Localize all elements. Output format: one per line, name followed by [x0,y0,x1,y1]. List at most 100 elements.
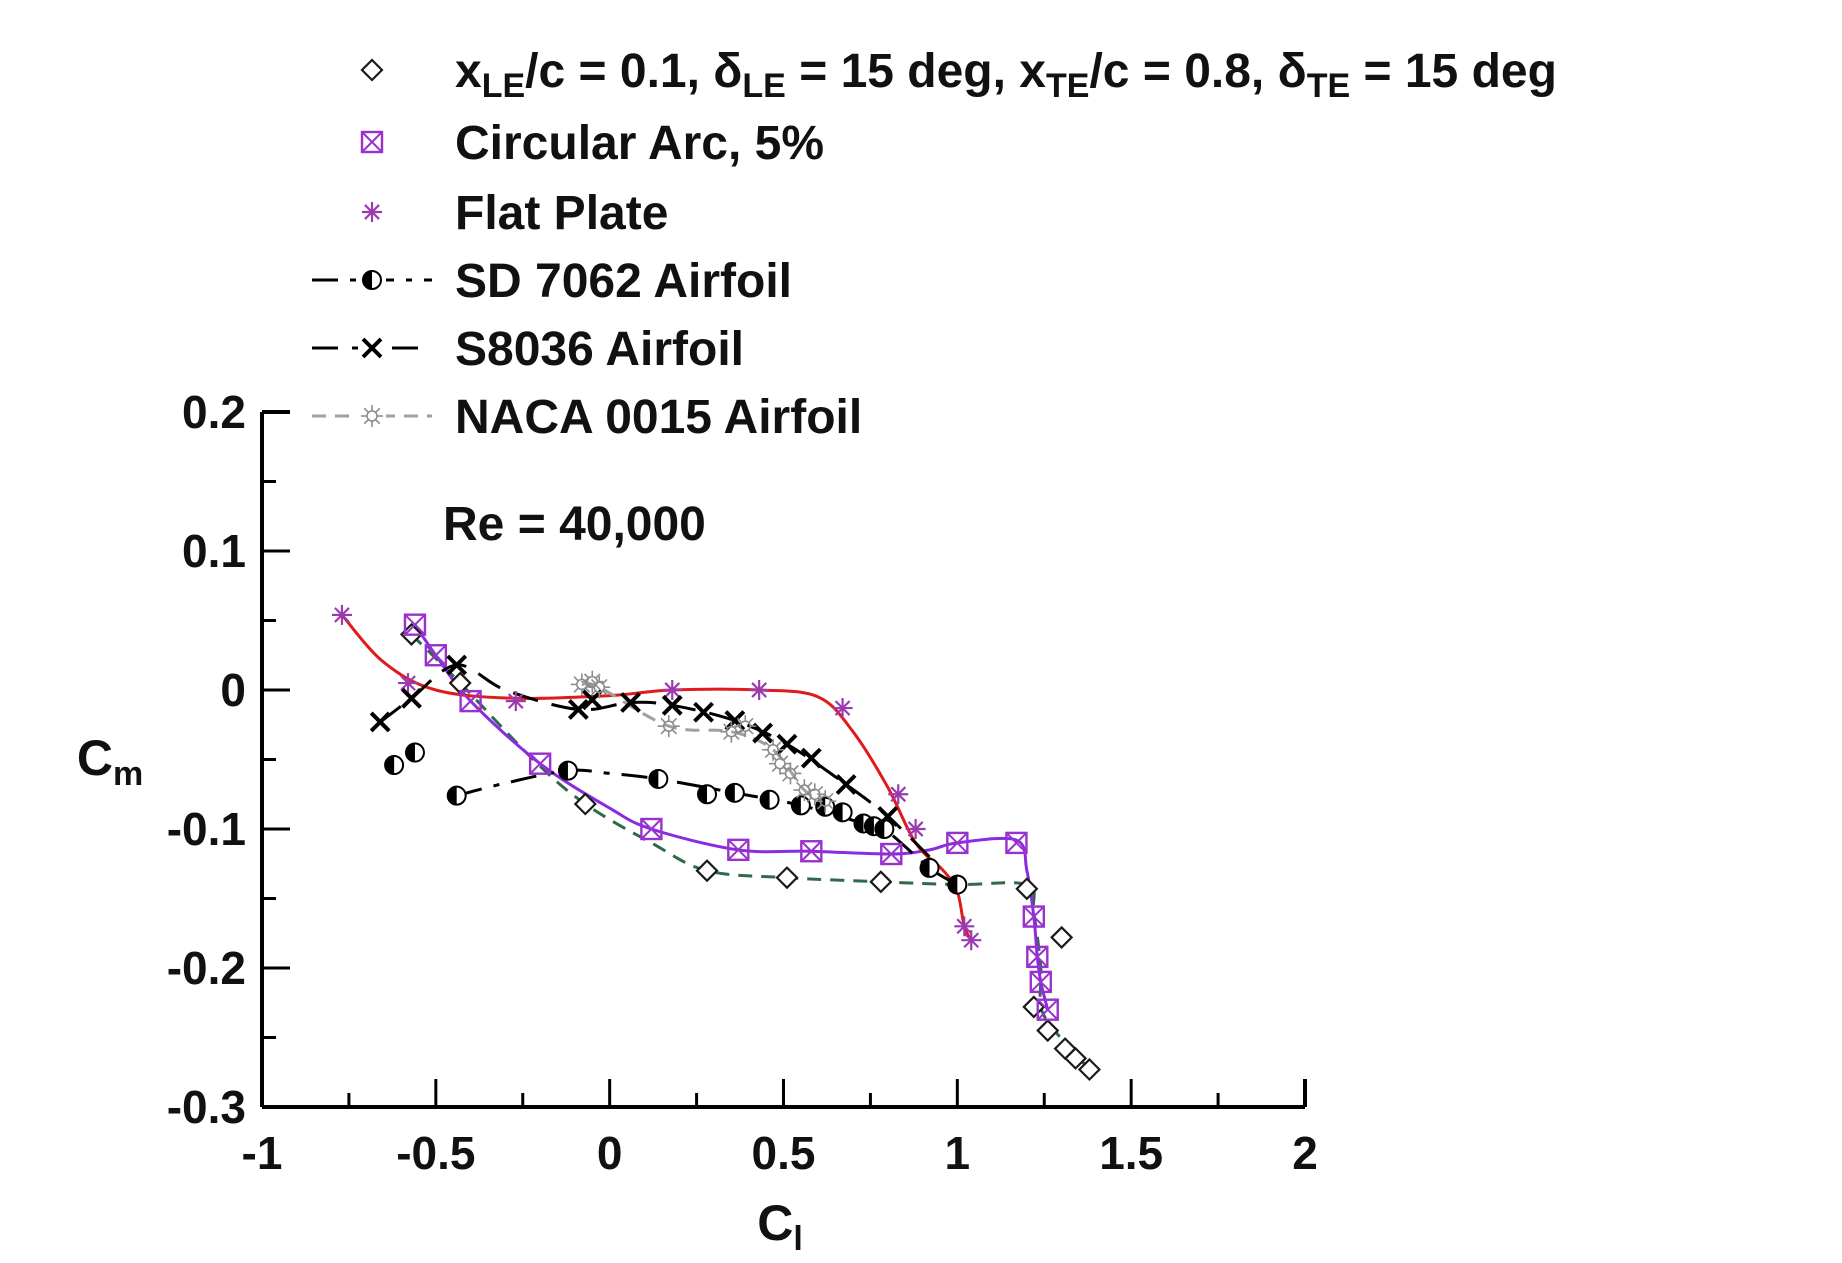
series-5-point-5 [734,715,757,738]
series-2-point-1 [398,673,419,694]
series-1-point-10 [1022,905,1046,928]
series-1-point-11 [1026,945,1049,969]
legend-label-5: NACA 0015 Airfoil [455,391,862,444]
legend: xLE/c = 0.1, δLE = 15 deg, xTE/c = 0.8, … [312,45,1557,444]
series-1-markers [403,613,1059,1021]
series-4-point-2 [446,654,468,676]
legend-entry-3: SD 7062 Airfoil [312,255,792,308]
legend-entry-4: S8036 Airfoil [312,323,744,376]
series-5-markers [570,670,837,813]
x-tick-label-4: 1 [945,1127,971,1179]
series-5-point-8 [779,762,802,785]
legend-entry-0: xLE/c = 0.1, δLE = 15 deg, xTE/c = 0.8, … [360,45,1557,105]
legend-label-3: SD 7062 Airfoil [455,255,792,308]
series-0-point-6 [1015,877,1039,901]
series-3-point-1 [404,742,425,763]
y-tick-label-2: -0.1 [167,803,246,855]
series-1-point-13 [1036,998,1059,1021]
series-4-point-9 [752,722,774,744]
series-0-point-4 [775,866,799,890]
series-1-point-8 [946,831,969,855]
series-5-point-7 [769,752,792,775]
series-3-point-2 [446,785,467,806]
legend-marker-4 [361,337,383,359]
legend-label-0: xLE/c = 0.1, δLE = 15 deg, xTE/c = 0.8, … [455,45,1557,105]
series-5-point-2 [588,676,611,699]
series-0-point-3 [695,859,719,883]
series-0-markers [399,622,1102,1082]
series-4-point-7 [693,701,714,723]
series-1-point-2 [459,689,482,713]
series-5-point-6 [762,738,785,761]
series-2-point-9 [954,916,975,937]
series-4-point-12 [835,774,857,795]
series-1-point-5 [727,838,750,862]
series-3-point-3 [557,760,578,781]
series-4-point-1 [401,687,422,709]
series-4-point-3 [567,699,589,720]
series-0-point-5 [869,870,893,894]
series-1-point-7 [880,842,903,866]
series-3-point-4 [648,768,669,789]
x-tick-label-0: -1 [242,1127,283,1179]
legend-marker-1 [360,130,384,154]
series-4-point-5 [620,692,641,713]
series-2-point-5 [832,698,853,719]
series-3-point-15 [947,874,968,895]
series-5-point-11 [814,790,837,813]
series-2-point-7 [905,819,926,839]
series-4-point-6 [661,694,683,716]
series-3-point-6 [724,782,745,803]
axes: -1 -0.5 0 0.5 1 1.5 2 -0.3 -0.2 -0.1 0 0.1 0.2 Cl Cm [77,386,1318,1258]
series-1-point-3 [528,752,552,775]
y-tick-label-5: 0.2 [182,386,246,438]
legend-marker-2 [362,202,382,222]
series-0-point-11 [1063,1046,1088,1070]
series-1-point-6 [800,840,823,863]
x-tick-label-5: 1.5 [1099,1127,1163,1179]
x-tick-label-1: -0.5 [396,1127,475,1179]
series-1-point-12 [1029,970,1052,994]
series-1-point-9 [1005,831,1028,855]
series-1-point-0 [403,613,427,636]
x-tick-label-6: 2 [1292,1127,1318,1179]
legend-label-1: Circular Arc, 5% [455,117,824,170]
series-2-point-3 [662,680,683,700]
series-1-point-4 [640,817,663,841]
series-5-line [581,681,826,803]
series-1-point-1 [424,644,448,667]
y-tick-label-3: 0 [220,664,246,716]
series-2-point-6 [888,784,909,805]
series-2-point-0 [331,604,352,625]
legend-entry-5: NACA 0015 Airfoil [312,391,862,444]
legend-entry-1: Circular Arc, 5% [360,117,824,170]
chart-annotation: Re = 40,000 [443,498,706,551]
y-axis-title: Cm [77,730,143,793]
series-3-markers [384,742,968,895]
series-1-line [413,623,1050,1011]
series-3-point-7 [759,789,780,810]
x-axis-title: Cl [757,1195,803,1258]
series-3-point-8 [790,795,811,816]
series-4-point-13 [877,806,899,827]
series-5-point-3 [657,715,680,738]
series-0-point-9 [1050,925,1074,949]
series-4-point-4 [581,689,603,711]
x-tick-label-3: 0.5 [752,1127,816,1179]
series-4-point-0 [369,711,391,733]
series-3-point-5 [697,784,718,805]
series-0-point-8 [1036,1018,1060,1043]
series-2-point-4 [749,680,770,700]
legend-entry-2: Flat Plate [362,187,668,240]
series-3-point-14 [919,857,940,878]
legend-label-4: S8036 Airfoil [455,323,744,376]
legend-marker-0 [360,58,384,82]
y-tick-label-4: 0.1 [182,525,246,577]
x-tick-label-2: 0 [597,1127,623,1179]
y-tick-label-0: -0.3 [167,1081,246,1133]
series-3-point-0 [384,755,405,776]
series-0-point-2 [573,792,597,816]
series-4-point-11 [800,747,822,769]
